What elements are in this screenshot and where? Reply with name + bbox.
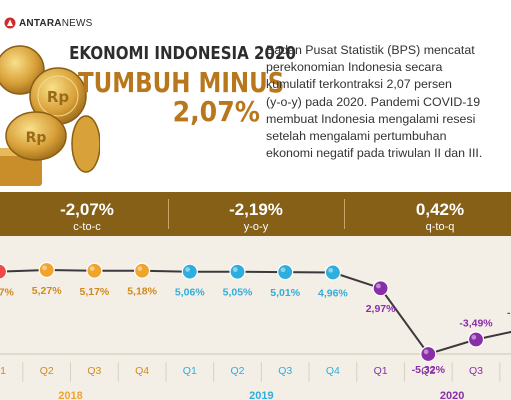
data-label: 4,96%	[318, 287, 348, 299]
quarter-tick-label: Q1	[183, 365, 197, 377]
quarter-tick-label: Q3	[469, 365, 483, 377]
quarter-tick-label: Q1	[0, 365, 6, 377]
header-panel: ANTARANEWS Rp Rp EKONOMI INDONESIA 2020 …	[0, 0, 511, 192]
data-point	[372, 280, 389, 297]
data-point-highlight	[423, 349, 429, 355]
stat-label: y-o-y	[243, 221, 269, 233]
series-line	[0, 268, 511, 356]
data-label: 5,17%	[80, 286, 110, 298]
data-point	[134, 262, 151, 279]
headline-line-1: EKONOMI INDONESIA 2020	[69, 44, 296, 64]
headline: EKONOMI INDONESIA 2020 TUMBUH MINUS 2,07…	[38, 44, 296, 129]
quarter-tick-label: Q2	[40, 365, 54, 377]
data-point-highlight	[376, 283, 381, 289]
data-label: -3,49%	[459, 317, 493, 329]
data-label: 5,27%	[32, 285, 62, 297]
data-point	[38, 261, 55, 279]
brand: ANTARANEWS	[4, 17, 93, 29]
headline-line-2: TUMBUH MINUS	[77, 66, 285, 99]
quarter-tick-label: Q2	[421, 365, 435, 377]
data-label: 2,97%	[366, 303, 396, 315]
stat-label: c-to-c	[73, 221, 101, 233]
data-label: 5,07%	[0, 287, 15, 299]
stat-c-to-c: -2,07% c-to-c	[23, 192, 151, 236]
svg-text:Rp: Rp	[47, 88, 70, 106]
quarter-tick-label: Q4	[135, 365, 149, 377]
stat-y-o-y: -2,19% y-o-y	[192, 192, 320, 236]
description-line: ekonomi negatif pada triwulan II dan III…	[266, 146, 483, 161]
brand-name: ANTARANEWS	[19, 17, 93, 29]
data-point-highlight	[328, 267, 334, 273]
description-line: kumulatif terkontraksi 2,07 persen	[266, 77, 452, 92]
data-point	[229, 263, 246, 280]
quarter-tick-label: Q1	[374, 365, 388, 377]
data-point-highlight	[185, 267, 191, 272]
data-point-highlight	[232, 267, 238, 272]
data-point-highlight	[471, 334, 477, 340]
gold-coins-illustration: Rp Rp	[0, 45, 100, 186]
stat-label: q-to-q	[425, 221, 455, 233]
svg-text:Rp: Rp	[26, 130, 47, 146]
headline-line-3: 2,07%	[172, 95, 260, 129]
year-label: 2019	[249, 390, 273, 400]
data-point	[420, 345, 437, 363]
data-label: 5,06%	[175, 287, 205, 299]
data-point	[277, 263, 294, 281]
stat-value: -2,19%	[229, 200, 283, 219]
data-label: 5,01%	[270, 287, 300, 299]
data-label: -5,32%	[412, 364, 446, 376]
stat-divider	[168, 199, 169, 229]
data-point-highlight	[89, 266, 95, 271]
quarter-tick-label: Q2	[230, 365, 244, 377]
data-label: -2,19%	[507, 307, 511, 319]
gdp-growth-line-chart: 5,07% Q1 5,27% Q2 5,17% Q3 5,18% Q4 5,06% Q1 5,05%…	[0, 261, 511, 400]
year-label: 2018	[58, 390, 82, 400]
description-line: perekonomian Indonesia secara	[266, 60, 443, 75]
data-point	[324, 264, 341, 281]
data-point-highlight	[280, 267, 286, 273]
stat-divider	[344, 199, 345, 229]
data-point-highlight	[42, 265, 47, 271]
year-label: 2020	[440, 390, 464, 400]
data-point	[467, 331, 485, 348]
antara-logo-icon	[4, 17, 16, 29]
description-line: membuat Indonesia mengalami resesi	[266, 111, 476, 126]
stats-band: -2,07% c-to-c -2,19% y-o-y 0,42% q-to-q	[0, 192, 511, 236]
stat-value: 0,42%	[415, 200, 465, 219]
description: Badan Pusat Statistik (BPS) mencatat per…	[266, 42, 511, 162]
data-point	[86, 262, 103, 279]
data-point-highlight	[137, 266, 143, 271]
description-line: setelah mengalami pertumbuhan	[266, 128, 447, 143]
stat-q-to-q: 0,42% q-to-q	[376, 192, 504, 236]
data-label: 5,05%	[223, 287, 253, 299]
description-line: Badan Pusat Statistik (BPS) mencatat	[266, 43, 475, 57]
data-point	[0, 263, 8, 280]
data-label: 5,18%	[127, 286, 157, 298]
quarter-tick-label: Q3	[278, 365, 292, 377]
data-point	[181, 263, 198, 280]
quarter-tick-label: Q4	[326, 365, 340, 377]
quarter-tick-label: Q3	[87, 365, 101, 377]
description-line: (y-o-y) pada 2020. Pandemi COVID-19	[266, 94, 481, 109]
stat-value: -2,07%	[60, 200, 114, 219]
